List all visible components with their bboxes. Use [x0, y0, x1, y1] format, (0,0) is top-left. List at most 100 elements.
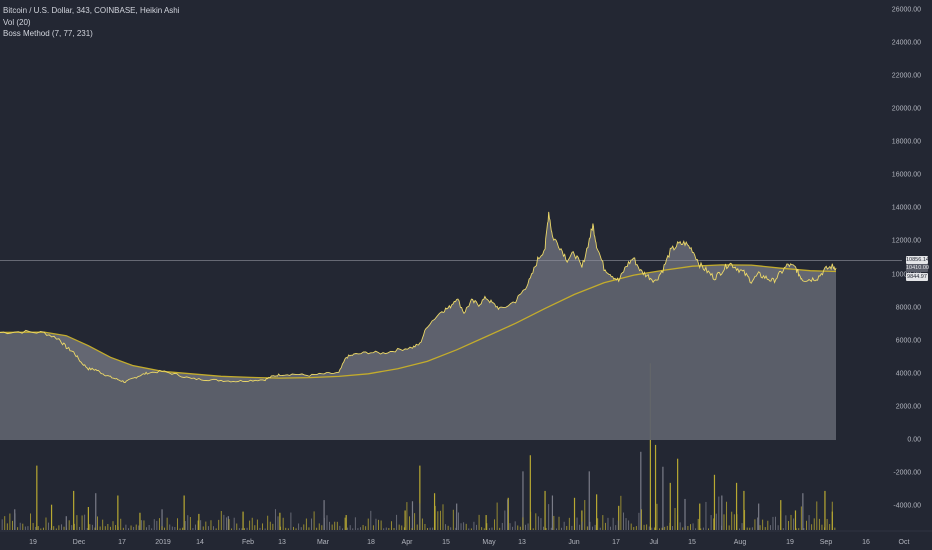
volume-bar	[45, 517, 47, 530]
volume-bar	[388, 528, 390, 530]
volume-bar	[545, 528, 547, 530]
volume-bar	[174, 526, 176, 530]
volume-bar	[416, 524, 418, 530]
volume-bar	[759, 525, 761, 530]
volume-bar	[308, 527, 310, 530]
y-tick-label: 8000.00	[895, 304, 921, 312]
volume-bar	[486, 523, 488, 530]
volume-bar	[775, 516, 777, 530]
legend-symbol[interactable]: Bitcoin / U.S. Dollar, 343, COINBASE, He…	[3, 6, 180, 15]
volume-bar	[380, 520, 382, 530]
volume-bar	[146, 527, 147, 530]
volume-bar	[236, 523, 238, 530]
volume-bar	[272, 523, 274, 530]
volume-bar	[238, 528, 240, 530]
volume-bar	[695, 528, 697, 530]
legend-volume[interactable]: Vol (20)	[3, 17, 31, 27]
volume-bar	[588, 471, 590, 530]
x-tick-label: Mar	[316, 539, 330, 546]
volume-bar	[713, 474, 716, 530]
x-tick-label: 18	[367, 539, 375, 546]
volume-bar	[262, 523, 263, 530]
volume-bar	[233, 517, 235, 530]
volume-bar	[138, 525, 140, 530]
volume-bar	[89, 524, 91, 530]
volume-bar	[437, 511, 439, 530]
volume-bar	[318, 523, 320, 530]
volume-bar	[117, 526, 119, 530]
volume-bar	[81, 515, 83, 530]
volume-bar	[561, 527, 563, 530]
volume-bar	[336, 521, 338, 530]
volume-bar	[183, 495, 185, 530]
volume-bar	[4, 516, 6, 530]
volume-bar	[535, 513, 537, 530]
volume-bar	[718, 496, 720, 530]
volume-bar	[507, 497, 509, 530]
volume-bar	[496, 502, 498, 530]
volume-bar	[385, 527, 387, 530]
volume-bar	[293, 526, 294, 530]
legend-indicator[interactable]: Boss Method (7, 77, 231)	[3, 29, 93, 38]
volume-bar	[76, 515, 78, 530]
volume-bar	[24, 526, 26, 530]
volume-bar	[139, 512, 141, 530]
volume-bar	[537, 516, 539, 530]
volume-bar	[58, 525, 60, 530]
volume-bar	[99, 526, 101, 530]
volume-bar	[274, 509, 276, 530]
volume-bar	[267, 515, 269, 530]
volume-bar	[628, 520, 630, 530]
volume-bar	[177, 518, 178, 530]
volume-bar	[153, 519, 155, 530]
volume-bar	[458, 512, 459, 530]
volume-bar	[563, 521, 565, 530]
volume-bar	[65, 516, 67, 530]
volume-bar	[666, 525, 668, 530]
volume-bar	[736, 514, 738, 530]
volume-bar	[517, 525, 519, 530]
x-tick-label: 16	[862, 539, 870, 546]
volume-bar	[584, 500, 586, 530]
volume-bar	[597, 518, 599, 530]
volume-bar	[409, 516, 410, 530]
volume-bar	[816, 501, 818, 530]
volume-bar	[506, 499, 508, 530]
volume-bar	[721, 495, 723, 530]
volume-bar	[171, 526, 173, 530]
volume-bar	[604, 522, 606, 530]
volume-bar	[102, 519, 104, 530]
volume-bar	[573, 497, 576, 530]
volume-bar	[277, 516, 279, 530]
volume-bar	[522, 471, 524, 530]
volume-bar	[37, 526, 39, 530]
volume-bar	[17, 527, 19, 530]
volume-bar	[450, 527, 452, 530]
volume-bar	[599, 527, 601, 530]
volume-bar	[200, 520, 202, 530]
volume-bar	[398, 524, 400, 530]
volume-bar	[682, 527, 684, 530]
volume-bar	[677, 458, 679, 530]
volume-bar	[40, 528, 42, 530]
current-price-tag: 10410.00	[906, 263, 929, 272]
volume-bar	[664, 526, 666, 530]
volume-bar	[612, 517, 614, 530]
moving-average-price-tag: 9844.97	[906, 273, 928, 282]
volume-bar	[130, 525, 132, 530]
volume-bar	[305, 518, 307, 530]
y-tick-label: 4000.00	[895, 370, 921, 378]
volume-bar	[551, 495, 554, 530]
y-tick-label: 2000.00	[895, 403, 921, 411]
volume-bar	[197, 520, 199, 530]
volume-bar	[527, 523, 529, 530]
volume-bar	[731, 511, 733, 530]
volume-bar	[411, 501, 414, 530]
volume-bar	[499, 527, 501, 530]
volume-bar	[125, 524, 127, 530]
volume-bar	[447, 525, 449, 530]
volume-bar	[55, 528, 57, 530]
volume-bar	[455, 527, 457, 530]
